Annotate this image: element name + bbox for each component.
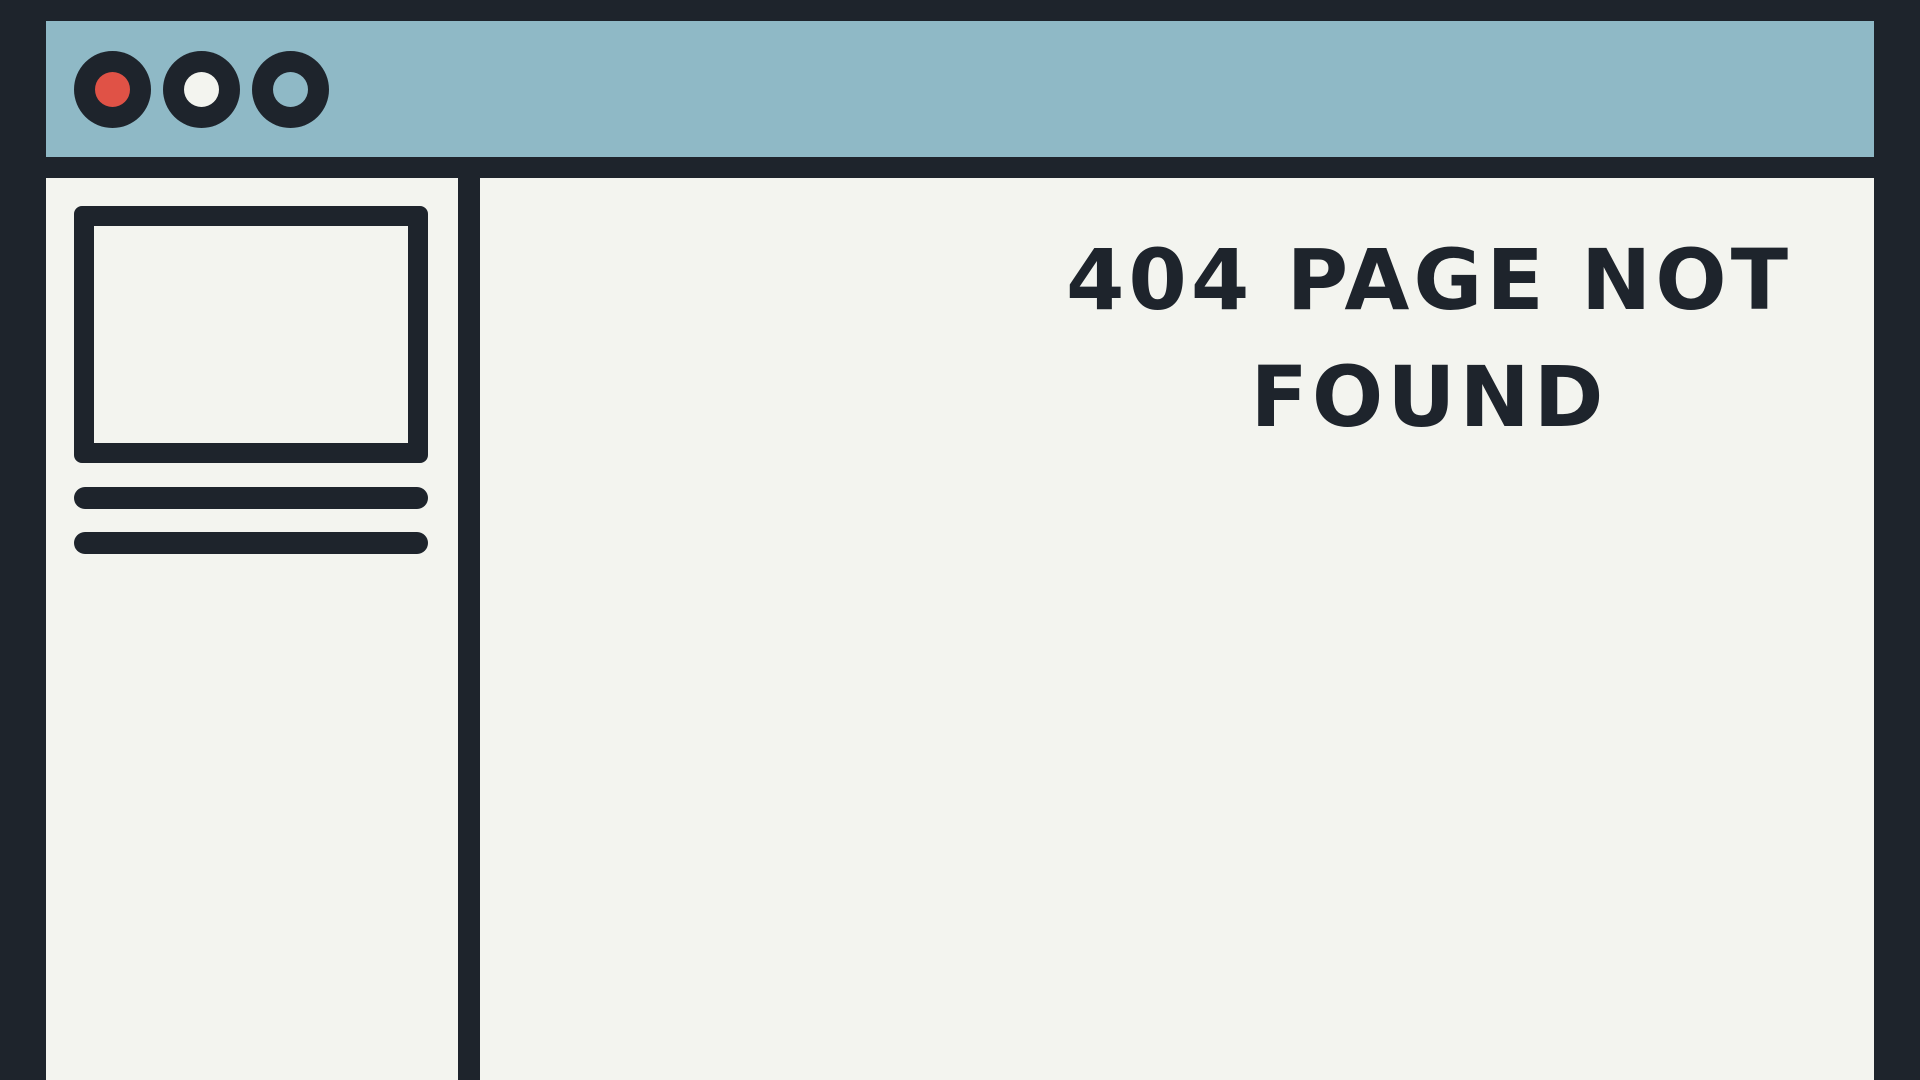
error-title: 404 PAGE NOT FOUND [1065, 231, 1793, 446]
maximize-icon [273, 72, 308, 107]
window-titlebar [46, 21, 1874, 157]
skeleton-text-line [74, 532, 428, 554]
skeleton-text-line [74, 487, 428, 509]
close-icon [95, 72, 130, 107]
sidebar [46, 178, 458, 1080]
minimize-button[interactable] [163, 51, 240, 128]
minimize-icon [184, 72, 219, 107]
maximize-button[interactable] [252, 51, 329, 128]
image-placeholder-icon [74, 206, 428, 463]
main-content: 404 PAGE NOT FOUND [480, 178, 1874, 1080]
close-button[interactable] [74, 51, 151, 128]
